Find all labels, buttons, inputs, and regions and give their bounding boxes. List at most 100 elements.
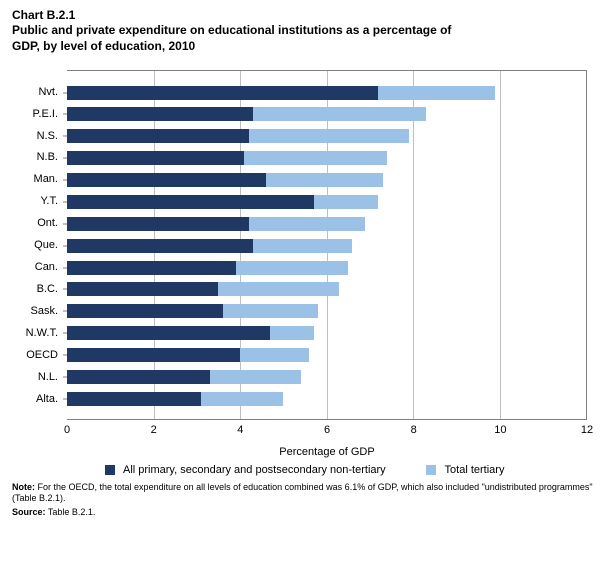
chart-number: Chart B.2.1 [12, 8, 597, 22]
x-axis-ticks: 024681012 [67, 424, 587, 438]
y-tick-label: Y.T. [40, 195, 62, 207]
x-tick-label: 2 [151, 424, 157, 436]
bar-segment-primary [67, 173, 266, 187]
bar-row [67, 151, 586, 165]
bar-row [67, 304, 586, 318]
bar-segment-tertiary [253, 239, 352, 253]
y-tick-mark [63, 376, 67, 377]
x-axis-title: Percentage of GDP [67, 446, 587, 458]
bar-row [67, 370, 586, 384]
bar-segment-primary [67, 107, 253, 121]
bar-segment-primary [67, 151, 244, 165]
bar-segment-primary [67, 282, 218, 296]
y-tick-mark [63, 136, 67, 137]
y-tick-mark [63, 180, 67, 181]
bar-segment-tertiary [201, 392, 283, 406]
chart-title: Public and private expenditure on educat… [12, 23, 472, 54]
x-tick-label: 10 [494, 424, 506, 436]
source-text: Table B.2.1. [48, 507, 96, 517]
plot-area [67, 70, 587, 420]
x-tick-label: 6 [324, 424, 330, 436]
bars-group [67, 71, 586, 420]
y-tick-label: N.B. [37, 151, 62, 163]
y-tick-label: B.C. [37, 283, 62, 295]
y-tick-label: N.W.T. [26, 327, 62, 339]
y-tick-label: Man. [34, 173, 62, 185]
bar-segment-primary [67, 261, 236, 275]
bar-segment-primary [67, 370, 210, 384]
bar-segment-primary [67, 392, 201, 406]
bar-segment-tertiary [270, 326, 313, 340]
bar-segment-primary [67, 217, 249, 231]
bar-row [67, 173, 586, 187]
legend-label: All primary, secondary and postsecondary… [123, 464, 386, 476]
bar-row [67, 261, 586, 275]
legend-swatch-icon [105, 465, 115, 475]
bar-row [67, 217, 586, 231]
y-axis-labels: Nvt. P.E.I. N.S. N.B. Man. Y.T. Ont. Que. Can. B.… [12, 70, 62, 420]
bar-segment-tertiary [244, 151, 387, 165]
y-tick-mark [63, 92, 67, 93]
y-tick-label: N.S. [37, 130, 62, 142]
bar-segment-tertiary [314, 195, 379, 209]
y-tick-mark [63, 158, 67, 159]
y-tick-label: Que. [34, 239, 62, 251]
bar-segment-tertiary [249, 129, 409, 143]
legend-item: All primary, secondary and postsecondary… [105, 464, 386, 476]
x-axis-line [67, 419, 586, 420]
y-tick-label: P.E.I. [33, 108, 62, 120]
bar-row [67, 348, 586, 362]
y-tick-mark [63, 311, 67, 312]
bar-row [67, 239, 586, 253]
bar-row [67, 282, 586, 296]
y-tick-label: Ont. [37, 217, 62, 229]
y-tick-label: OECD [26, 349, 62, 361]
bar-row [67, 107, 586, 121]
y-tick-mark [63, 201, 67, 202]
source-label: Source: [12, 507, 46, 517]
legend-label: Total tertiary [445, 464, 505, 476]
footnote-text: For the OECD, the total expenditure on a… [12, 482, 593, 503]
plot-zone: Nvt. P.E.I. N.S. N.B. Man. Y.T. Ont. Que. Can. B.… [12, 60, 597, 460]
y-tick-label: Nvt. [38, 86, 62, 98]
bar-segment-tertiary [236, 261, 348, 275]
y-tick-mark [63, 333, 67, 334]
source-line: Source: Table B.2.1. [12, 507, 597, 517]
bar-segment-primary [67, 86, 378, 100]
bar-segment-tertiary [218, 282, 339, 296]
bar-segment-tertiary [378, 86, 495, 100]
bar-row [67, 195, 586, 209]
y-tick-mark [63, 355, 67, 356]
bar-segment-primary [67, 129, 249, 143]
y-tick-mark [63, 289, 67, 290]
bar-segment-tertiary [240, 348, 309, 362]
bar-row [67, 129, 586, 143]
y-tick-label: Can. [35, 261, 62, 273]
x-tick-label: 8 [411, 424, 417, 436]
bar-segment-tertiary [266, 173, 383, 187]
footnote: Note: For the OECD, the total expenditur… [12, 482, 597, 505]
x-tick-label: 0 [64, 424, 70, 436]
bar-segment-tertiary [249, 217, 366, 231]
y-tick-mark [63, 267, 67, 268]
y-tick-mark [63, 398, 67, 399]
y-tick-label: Sask. [30, 305, 62, 317]
x-tick-label: 12 [581, 424, 593, 436]
y-tick-mark [63, 114, 67, 115]
bar-row [67, 392, 586, 406]
bar-segment-tertiary [223, 304, 318, 318]
bar-segment-tertiary [253, 107, 426, 121]
y-tick-mark [63, 245, 67, 246]
bar-segment-primary [67, 326, 270, 340]
chart-container: Chart B.2.1 Public and private expenditu… [0, 0, 609, 569]
bar-segment-primary [67, 348, 240, 362]
bar-segment-primary [67, 239, 253, 253]
footnote-label: Note: [12, 482, 35, 492]
bar-segment-primary [67, 195, 314, 209]
bar-segment-primary [67, 304, 223, 318]
legend: All primary, secondary and postsecondary… [12, 464, 597, 476]
bar-row [67, 326, 586, 340]
y-tick-label: Alta. [36, 393, 62, 405]
bar-row [67, 86, 586, 100]
x-tick-label: 4 [237, 424, 243, 436]
